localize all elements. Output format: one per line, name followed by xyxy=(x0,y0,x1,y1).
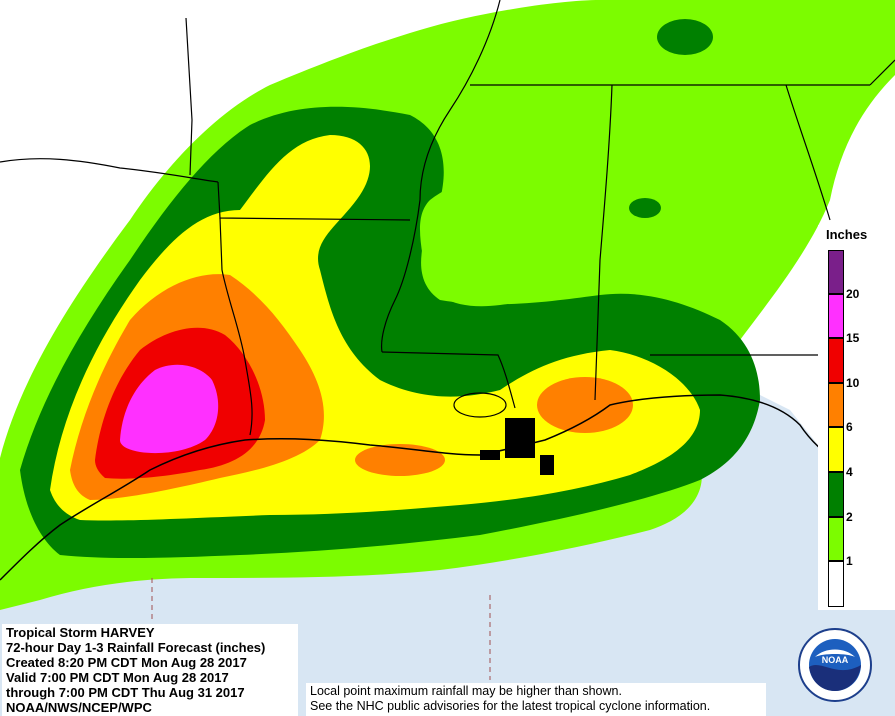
note-line-2: See the NHC public advisories for the la… xyxy=(310,699,711,713)
delta-island xyxy=(480,450,500,460)
noaa-logo: NOAA xyxy=(798,628,872,702)
delta-islands xyxy=(480,418,554,475)
border-al-ga xyxy=(785,84,831,221)
legend-tick-4: 4 xyxy=(846,465,853,479)
legend-swatch-10-15 xyxy=(828,338,844,383)
note-line-1: Local point maximum rainfall may be high… xyxy=(310,684,622,698)
legend-swatch-below-1 xyxy=(828,561,844,607)
border-tx-nm xyxy=(185,17,193,176)
legend-swatch-4-6 xyxy=(828,427,844,472)
notes-box: Local point maximum rainfall may be high… xyxy=(306,683,766,716)
forecast-title: 72-hour Day 1-3 Rainfall Forecast (inche… xyxy=(6,640,266,655)
legend-swatch-15-20 xyxy=(828,294,844,338)
delta-island xyxy=(505,418,535,458)
rain-pocket-1-2-interior xyxy=(420,171,613,307)
legend: Inches 20 15 10 6 4 2 1 xyxy=(818,225,895,610)
storm-name: Tropical Storm HARVEY xyxy=(6,625,155,640)
lake-pontchartrain xyxy=(453,392,507,418)
legend-swatch-6-10 xyxy=(828,383,844,427)
border-la-ms-south xyxy=(381,351,516,409)
agency: NOAA/NWS/NCEP/WPC xyxy=(6,700,152,715)
border-tx-la xyxy=(219,217,253,436)
legend-swatch-1-2 xyxy=(828,517,844,561)
through-time: through 7:00 PM CDT Thu Aug 31 2017 xyxy=(6,685,245,700)
legend-tick-2: 2 xyxy=(846,510,853,524)
legend-tick-1: 1 xyxy=(846,554,853,568)
longitude-markers xyxy=(151,578,491,680)
product-info-box: Tropical Storm HARVEY 72-hour Day 1-3 Ra… xyxy=(2,624,298,716)
rain-spot-6-10-east xyxy=(537,377,633,433)
valid-time: Valid 7:00 PM CDT Mon Aug 28 2017 xyxy=(6,670,229,685)
noaa-logo-bird xyxy=(815,649,855,657)
border-ms-al xyxy=(594,84,613,401)
legend-tick-20: 20 xyxy=(846,287,860,301)
delta-island xyxy=(540,455,554,475)
border-ms-river xyxy=(380,0,501,353)
rain-contour-15-20 xyxy=(120,364,219,454)
legend-tick-15: 15 xyxy=(846,331,860,345)
rain-spot-2-4-central xyxy=(629,198,661,218)
rain-spot-2-4-north xyxy=(657,19,713,55)
legend-title: Inches xyxy=(826,227,868,242)
noaa-logo-text: NOAA xyxy=(822,655,849,665)
created-time: Created 8:20 PM CDT Mon Aug 28 2017 xyxy=(6,655,247,670)
border-ok-tx xyxy=(0,158,219,183)
legend-swatch-2-4 xyxy=(828,472,844,517)
noaa-logo-wave xyxy=(809,665,861,691)
legend-tick-6: 6 xyxy=(846,420,853,434)
coastline-gulf xyxy=(0,394,841,581)
legend-tick-10: 10 xyxy=(846,376,860,390)
state-borders xyxy=(0,0,895,581)
rain-spot-6-10-south xyxy=(355,444,445,476)
border-ga-nc xyxy=(869,59,895,86)
legend-swatch-above-20 xyxy=(828,250,844,294)
